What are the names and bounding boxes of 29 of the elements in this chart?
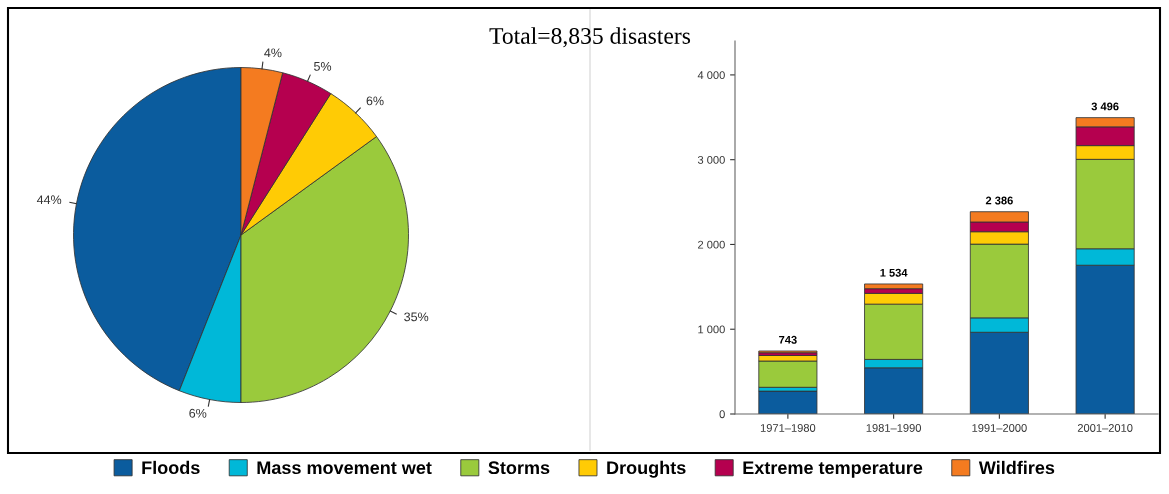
data-label: 6% <box>189 408 207 418</box>
data-label: 5% <box>314 62 332 71</box>
total-label: 2 386 <box>985 196 1013 205</box>
data-label: 44% <box>36 195 62 205</box>
legend-label: Storms <box>488 461 550 475</box>
y-tick-label: 0 <box>719 410 725 419</box>
legend-label: Mass movement wet <box>257 461 432 475</box>
y-tick-label: 1 000 <box>698 325 725 334</box>
total-label: 743 <box>779 335 797 344</box>
x-tick-label: 1971–1980 <box>760 424 816 432</box>
bar <box>758 390 818 414</box>
y-tick-label: 4 000 <box>697 71 725 80</box>
total-label: 3 496 <box>1091 102 1119 111</box>
data-label: 6% <box>366 96 384 106</box>
x-tick-label: 2001–2010 <box>1077 424 1133 432</box>
total-label: 1 534 <box>880 268 908 277</box>
legend-label: Wildfires <box>978 460 1055 475</box>
legend-label: Droughts <box>607 460 686 478</box>
bar <box>758 360 818 388</box>
data-label: 4% <box>264 48 282 58</box>
data-label: 35% <box>404 312 429 322</box>
legend-label: Extreme temperature <box>743 461 923 478</box>
legend-label: Floods <box>142 460 200 475</box>
y-tick-label: 3 000 <box>697 155 725 164</box>
y-tick-label: 2 000 <box>698 240 725 249</box>
bar <box>864 283 924 290</box>
x-tick-label: 1991–2000 <box>972 424 1027 432</box>
x-tick-label: 1981–1990 <box>866 424 921 432</box>
chart-title: Total=8,835 disasters <box>489 27 691 48</box>
